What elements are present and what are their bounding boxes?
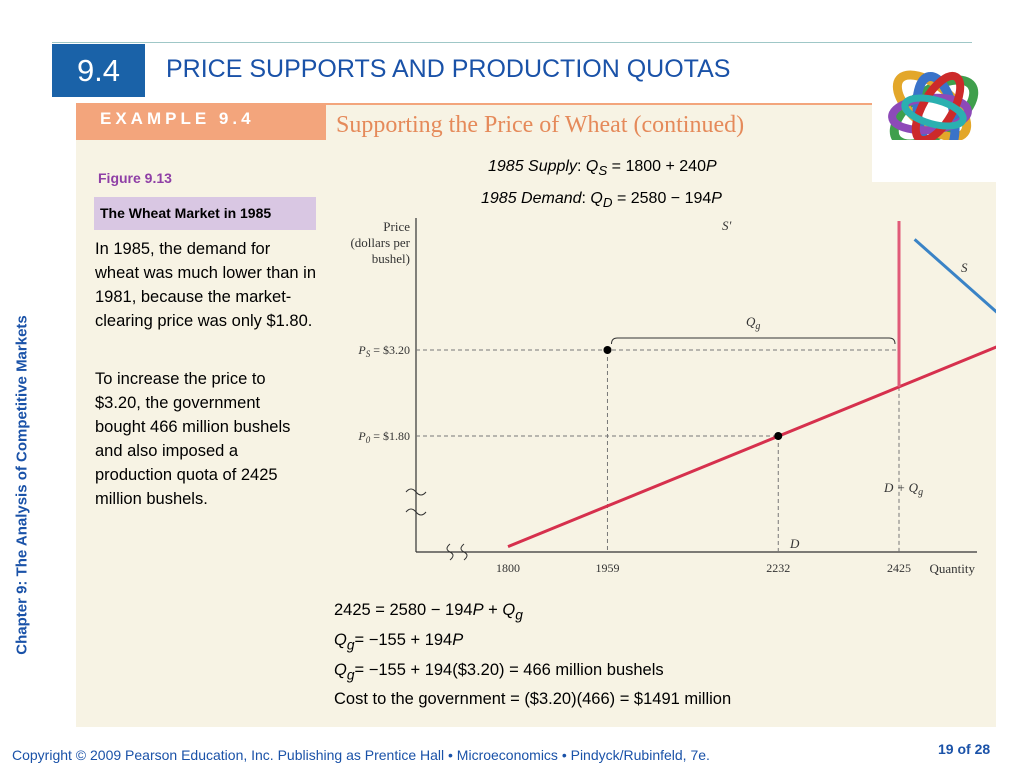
- x-axis-break-icon: [446, 543, 468, 561]
- curves: [507, 221, 996, 548]
- support-point: [603, 345, 612, 354]
- header-rule: [52, 42, 972, 43]
- guide-lines: [416, 349, 900, 552]
- section-number: 9.4: [52, 44, 145, 97]
- paragraph-demand: In 1985, the demand for wheat was much l…: [95, 240, 317, 330]
- qg-label: Qg: [746, 314, 760, 332]
- example-rule: [326, 103, 872, 105]
- x-tick-2232: 2232: [766, 561, 790, 575]
- logo-backdrop: [872, 140, 996, 182]
- equilibrium-points: [603, 345, 783, 440]
- content-panel: [76, 140, 996, 727]
- paragraph-intervention: To increase the price to $3.20, the gove…: [95, 370, 291, 508]
- example-tag: EXAMPLE 9.4: [76, 103, 326, 140]
- x-tick-1800: 1800: [496, 561, 520, 575]
- label-d: D: [789, 536, 800, 551]
- page-number: 19 of 28: [938, 741, 991, 757]
- figure-title: The Wheat Market in 1985: [100, 205, 272, 221]
- y-axis-break-icon: [405, 488, 427, 516]
- y-tick-market-price: P0 = $1.80: [357, 429, 410, 445]
- purchase-result: Qg= −155 + 194($3.20) = 466 million bush…: [334, 661, 664, 683]
- wheat-market-chart: Price (dollars per bushel) Quantity 1800…: [350, 218, 996, 576]
- example-tag-label: EXAMPLE 9.4: [100, 109, 255, 128]
- label-d-plus-qg: D + Qg: [883, 480, 923, 498]
- slide-title: PRICE SUPPORTS AND PRODUCTION QUOTAS: [166, 55, 731, 83]
- market-equilibrium-point: [774, 431, 783, 440]
- x-axis-label: Quantity: [930, 561, 976, 576]
- quota-equation: 2425 = 2580 − 194P + Qg: [334, 601, 523, 623]
- example-title: Supporting the Price of Wheat (continued…: [336, 112, 745, 138]
- y-label-line-2: (dollars per: [350, 235, 410, 250]
- curve-labels: S S' D D + Qg Qg: [610, 218, 968, 551]
- figure-title-box: The Wheat Market in 1985: [94, 197, 316, 230]
- chapter-sidebar: Chapter 9: The Analysis of Competitive M…: [0, 250, 45, 720]
- curve-d: [913, 238, 996, 314]
- x-tick-1959: 1959: [595, 561, 619, 575]
- qg-bracket: [610, 337, 896, 345]
- x-tick-2425: 2425: [887, 561, 911, 575]
- purchase-equation: Qg= −155 + 194P: [334, 631, 464, 653]
- supply-equation: 1985 Supply: QS = 1800 + 240P: [488, 158, 717, 179]
- government-cost: Cost to the government = ($3.20)(466) = …: [334, 690, 732, 708]
- label-s-prime: S': [722, 218, 732, 233]
- label-s: S: [961, 260, 968, 275]
- y-label-line-3: bushel): [372, 251, 410, 266]
- curve-s: [507, 345, 996, 548]
- figure-label: Figure 9.13: [98, 170, 172, 186]
- footer-copyright: Copyright © 2009 Pearson Education, Inc.…: [12, 747, 710, 763]
- y-label-line-1: Price: [383, 219, 410, 234]
- demand-equation: 1985 Demand: QD = 2580 − 194P: [481, 190, 722, 211]
- y-axis-label: Price (dollars per bushel): [350, 219, 410, 266]
- y-tick-support-price: PS = $3.20: [357, 343, 410, 359]
- tick-labels: 1800 1959 2232 2425 PS = $3.20 P0 = $1.80: [357, 343, 911, 575]
- chapter-label: Chapter 9: The Analysis of Competitive M…: [13, 315, 31, 655]
